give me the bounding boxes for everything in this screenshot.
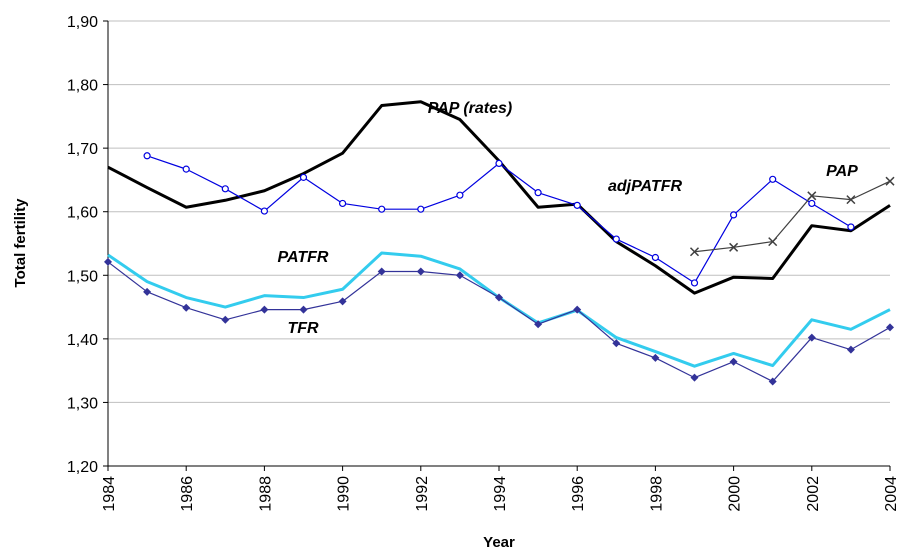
series-line — [107, 251, 891, 368]
point — [768, 237, 778, 247]
y-tick-label: 1,20 — [67, 459, 98, 476]
y-tick-label: 1,60 — [67, 205, 98, 222]
x-tick-label: 1990 — [336, 476, 353, 512]
y-tick-label: 1,80 — [67, 78, 98, 95]
y-tick-label: 1,30 — [67, 395, 98, 412]
point — [182, 165, 190, 173]
point — [339, 199, 347, 208]
y-tick-label: 1,90 — [67, 14, 98, 31]
point — [378, 205, 386, 213]
point — [495, 293, 503, 302]
point — [455, 271, 464, 280]
point — [182, 303, 191, 312]
x-tick-label: 1996 — [570, 476, 587, 512]
point — [534, 320, 543, 329]
series-label: PAP — [826, 163, 858, 180]
point — [729, 242, 739, 252]
point — [143, 152, 151, 160]
series-line — [694, 180, 891, 253]
point — [456, 191, 464, 199]
x-tick-label: 1992 — [414, 476, 431, 512]
point — [416, 267, 425, 276]
point — [338, 297, 347, 306]
point — [573, 305, 582, 314]
y-tick-label: 1,40 — [67, 332, 98, 349]
point — [807, 333, 816, 342]
y-tick-label: 1,50 — [67, 268, 98, 285]
point — [143, 287, 152, 296]
point — [417, 205, 425, 213]
x-tick-label: 1994 — [492, 476, 509, 512]
series-label: TFR — [287, 320, 319, 337]
point — [689, 247, 700, 257]
point — [299, 305, 308, 314]
point — [846, 195, 856, 205]
point — [847, 223, 855, 231]
point — [495, 159, 503, 167]
point — [221, 315, 230, 324]
point — [690, 373, 699, 382]
series-line — [146, 155, 852, 284]
point — [769, 175, 777, 183]
x-axis-title: Year — [483, 534, 515, 551]
point — [886, 323, 894, 332]
series-line — [107, 100, 891, 295]
series-label: PAP (rates) — [428, 100, 512, 117]
x-tick-label: 2004 — [883, 476, 900, 512]
point — [299, 173, 308, 181]
point — [729, 211, 738, 219]
series-label: adjPATFR — [608, 178, 683, 195]
point — [612, 235, 620, 243]
point — [885, 176, 895, 186]
point — [690, 279, 699, 287]
point — [573, 201, 581, 209]
point — [729, 357, 738, 366]
point — [104, 257, 112, 266]
point — [807, 191, 817, 201]
y-tick-label: 1,70 — [67, 141, 98, 158]
point — [221, 185, 229, 193]
point — [260, 305, 269, 314]
point — [612, 339, 621, 348]
y-axis-title: Total fertility — [12, 198, 29, 288]
x-tick-label: 2002 — [805, 476, 822, 512]
x-tick-label: 1998 — [648, 476, 665, 512]
point — [377, 267, 386, 276]
x-tick-label: 1984 — [101, 476, 118, 512]
series-label: PATFR — [278, 249, 329, 266]
point — [846, 345, 855, 354]
point — [768, 377, 777, 386]
point — [534, 189, 542, 197]
x-tick-label: 1986 — [179, 476, 196, 512]
x-tick-label: 1988 — [257, 476, 274, 512]
point — [651, 353, 660, 362]
point — [260, 207, 268, 215]
point — [651, 253, 660, 262]
x-tick-label: 2000 — [727, 476, 744, 512]
point — [808, 199, 816, 208]
